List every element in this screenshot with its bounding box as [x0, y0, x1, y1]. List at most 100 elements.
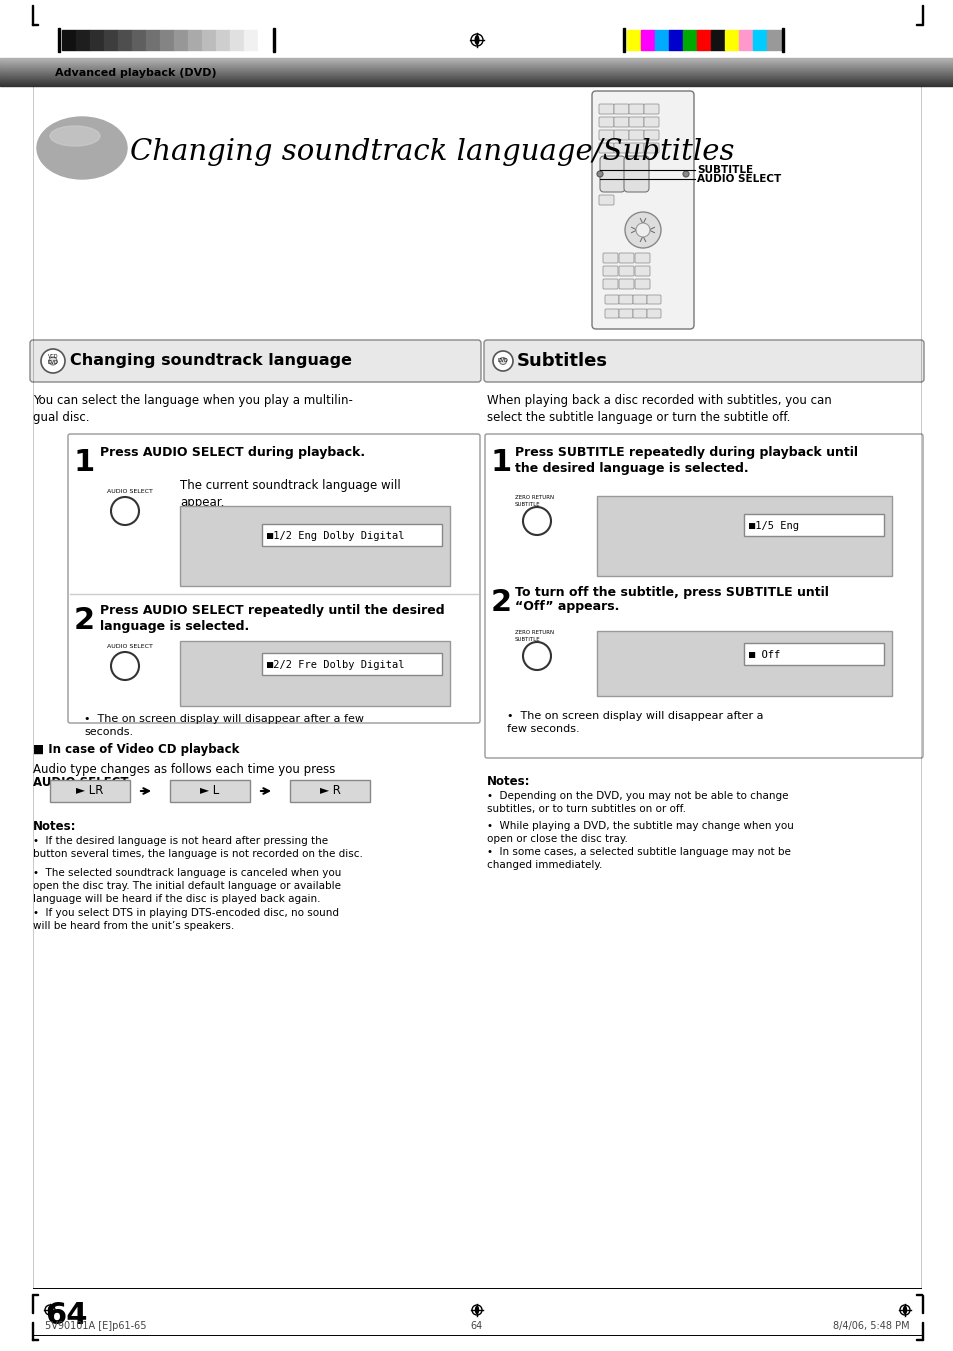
- Circle shape: [111, 653, 139, 680]
- Circle shape: [499, 358, 506, 365]
- Text: •  In some cases, a selected subtitle language may not be
changed immediately.: • In some cases, a selected subtitle lan…: [486, 847, 790, 870]
- FancyBboxPatch shape: [602, 266, 618, 276]
- Text: Notes:: Notes:: [33, 820, 76, 834]
- Text: SUBTITLE: SUBTITLE: [697, 165, 752, 176]
- Bar: [290, 780, 370, 802]
- Text: Press AUDIO SELECT repeatedly until the desired
language is selected.: Press AUDIO SELECT repeatedly until the …: [100, 604, 444, 634]
- Text: SUBTITLE: SUBTITLE: [515, 638, 540, 642]
- Circle shape: [49, 357, 57, 365]
- Text: ► L: ► L: [200, 785, 219, 797]
- FancyBboxPatch shape: [628, 118, 643, 127]
- Text: 5V90101A [E]p61-65: 5V90101A [E]p61-65: [45, 1321, 147, 1331]
- FancyBboxPatch shape: [633, 295, 646, 304]
- Text: •  If you select DTS in playing DTS-encoded disc, no sound
will be heard from th: • If you select DTS in playing DTS-encod…: [33, 908, 338, 931]
- Bar: [76, 30, 90, 50]
- Text: •  The selected soundtrack language is canceled when you
open the disc tray. The: • The selected soundtrack language is ca…: [33, 867, 341, 904]
- Text: Press AUDIO SELECT during playback.: Press AUDIO SELECT during playback.: [100, 446, 365, 459]
- Circle shape: [493, 351, 513, 372]
- Circle shape: [636, 223, 649, 236]
- FancyBboxPatch shape: [30, 340, 480, 382]
- Text: 8/4/06, 5:48 PM: 8/4/06, 5:48 PM: [833, 1321, 909, 1331]
- Circle shape: [624, 212, 660, 249]
- Bar: [173, 30, 188, 50]
- Text: DVD: DVD: [497, 358, 508, 363]
- Text: Advanced playback (DVD): Advanced playback (DVD): [55, 68, 216, 78]
- Text: Notes:: Notes:: [486, 775, 530, 788]
- Bar: [215, 30, 230, 50]
- Bar: [597, 496, 891, 576]
- Bar: [697, 30, 710, 50]
- FancyBboxPatch shape: [628, 143, 643, 153]
- FancyBboxPatch shape: [602, 280, 618, 289]
- Text: You can select the language when you play a multilin-
gual disc.: You can select the language when you pla…: [33, 394, 353, 424]
- Circle shape: [111, 497, 139, 526]
- Bar: [668, 30, 682, 50]
- FancyBboxPatch shape: [635, 266, 649, 276]
- Bar: [180, 640, 450, 707]
- Bar: [622, 28, 624, 51]
- FancyBboxPatch shape: [598, 118, 614, 127]
- FancyBboxPatch shape: [646, 309, 660, 317]
- Text: To turn off the subtitle, press SUBTITLE until: To turn off the subtitle, press SUBTITLE…: [515, 586, 828, 598]
- FancyBboxPatch shape: [635, 280, 649, 289]
- Ellipse shape: [49, 1306, 51, 1313]
- Bar: [921, 1296, 923, 1313]
- FancyBboxPatch shape: [604, 295, 618, 304]
- Text: ■ In case of Video CD playback: ■ In case of Video CD playback: [33, 743, 239, 757]
- Text: ZERO RETURN: ZERO RETURN: [515, 630, 554, 635]
- Text: AUDIO SELECT: AUDIO SELECT: [107, 489, 152, 494]
- Bar: [32, 1296, 33, 1313]
- Text: VCD: VCD: [48, 354, 58, 359]
- Bar: [170, 780, 250, 802]
- FancyBboxPatch shape: [598, 195, 614, 205]
- Text: •  Depending on the DVD, you may not be able to change
subtitles, or to turn sub: • Depending on the DVD, you may not be a…: [486, 790, 788, 815]
- Bar: [32, 1323, 33, 1340]
- Bar: [118, 30, 132, 50]
- Bar: [50, 780, 130, 802]
- Ellipse shape: [50, 126, 100, 146]
- Bar: [921, 5, 923, 26]
- FancyBboxPatch shape: [628, 104, 643, 113]
- Bar: [188, 30, 202, 50]
- Text: 1: 1: [491, 449, 512, 477]
- FancyBboxPatch shape: [614, 130, 628, 141]
- Text: ► LR: ► LR: [76, 785, 104, 797]
- FancyBboxPatch shape: [483, 340, 923, 382]
- Text: •  The on screen display will disappear after a
few seconds.: • The on screen display will disappear a…: [506, 711, 762, 734]
- Bar: [244, 30, 257, 50]
- Bar: [743, 513, 883, 536]
- Text: 1: 1: [74, 449, 95, 477]
- Bar: [766, 30, 781, 50]
- Circle shape: [597, 172, 602, 177]
- Bar: [640, 30, 655, 50]
- FancyBboxPatch shape: [598, 130, 614, 141]
- Text: 2: 2: [74, 607, 95, 635]
- Text: ■2/2 Fre Dolby Digital: ■2/2 Fre Dolby Digital: [267, 661, 404, 670]
- Text: The current soundtrack language will
appear.: The current soundtrack language will app…: [180, 480, 400, 509]
- Bar: [104, 30, 118, 50]
- Ellipse shape: [902, 1306, 905, 1313]
- Text: 2: 2: [491, 588, 512, 617]
- FancyBboxPatch shape: [614, 143, 628, 153]
- FancyBboxPatch shape: [598, 143, 614, 153]
- Text: •  The on screen display will disappear after a few
seconds.: • The on screen display will disappear a…: [84, 713, 364, 738]
- Bar: [62, 30, 76, 50]
- Bar: [655, 30, 668, 50]
- Text: ZERO RETURN: ZERO RETURN: [515, 494, 554, 500]
- FancyBboxPatch shape: [635, 253, 649, 263]
- FancyBboxPatch shape: [618, 309, 633, 317]
- FancyBboxPatch shape: [618, 280, 634, 289]
- Text: Changing soundtrack language/Subtitles: Changing soundtrack language/Subtitles: [130, 138, 734, 166]
- FancyBboxPatch shape: [604, 309, 618, 317]
- Bar: [180, 507, 450, 586]
- Bar: [739, 30, 752, 50]
- Bar: [710, 30, 724, 50]
- Bar: [273, 28, 274, 51]
- FancyBboxPatch shape: [598, 104, 614, 113]
- Bar: [682, 30, 697, 50]
- Text: 64: 64: [471, 1321, 482, 1331]
- Text: AUDIO SELECT: AUDIO SELECT: [697, 174, 781, 184]
- Text: ■ Off: ■ Off: [748, 650, 780, 661]
- FancyBboxPatch shape: [68, 434, 479, 723]
- FancyBboxPatch shape: [623, 155, 648, 192]
